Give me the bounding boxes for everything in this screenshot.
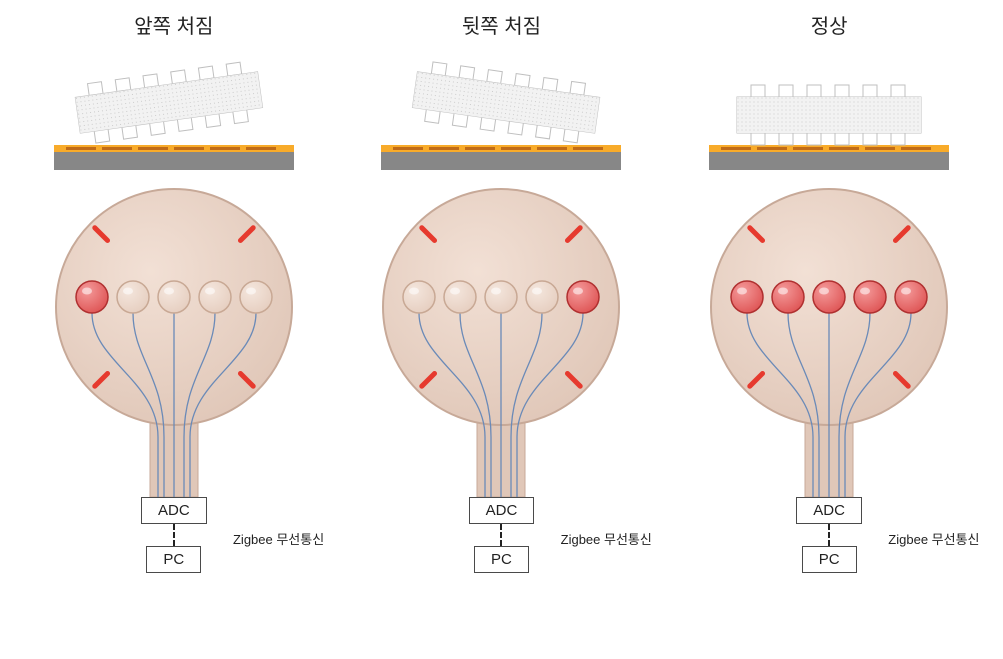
zigbee-label: Zigbee 무선통신 xyxy=(561,529,652,548)
wireless-link-icon xyxy=(500,524,502,546)
signal-chain: ADCZigbee 무선통신PC xyxy=(796,497,862,573)
panel-title: 앞쪽 처짐 xyxy=(134,10,213,39)
wafer-diagram xyxy=(44,177,304,497)
zigbee-label: Zigbee 무선통신 xyxy=(888,529,979,548)
chip-diagram xyxy=(699,47,959,177)
panel-normal: 정상ADCZigbee 무선통신PC xyxy=(669,10,989,573)
panel-title: 정상 xyxy=(811,10,848,39)
panel-front: 앞쪽 처짐ADCZigbee 무선통신PC xyxy=(14,10,334,573)
pc-box: PC xyxy=(146,546,201,573)
chip-diagram xyxy=(44,47,304,177)
pc-box: PC xyxy=(802,546,857,573)
adc-box: ADC xyxy=(141,497,207,524)
adc-box: ADC xyxy=(469,497,535,524)
signal-chain: ADCZigbee 무선통신PC xyxy=(141,497,207,573)
panel-back: 뒷쪽 처짐ADCZigbee 무선통신PC xyxy=(341,10,661,573)
wireless-link-icon xyxy=(173,524,175,546)
adc-box: ADC xyxy=(796,497,862,524)
panel-title: 뒷쪽 처짐 xyxy=(462,10,541,39)
chip-diagram xyxy=(371,47,631,177)
wireless-link-icon xyxy=(828,524,830,546)
signal-chain: ADCZigbee 무선통신PC xyxy=(469,497,535,573)
wafer-diagram xyxy=(371,177,631,497)
zigbee-label: Zigbee 무선통신 xyxy=(233,529,324,548)
pc-box: PC xyxy=(474,546,529,573)
wafer-diagram xyxy=(699,177,959,497)
